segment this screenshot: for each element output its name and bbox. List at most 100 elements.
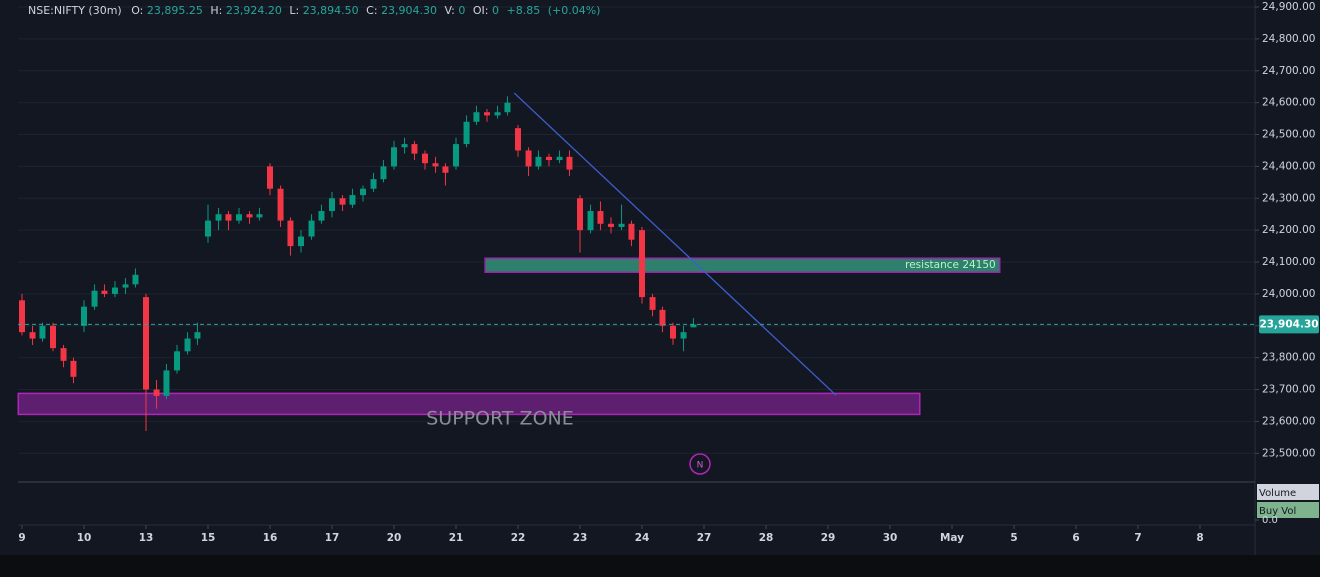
o-label: O: <box>131 4 143 17</box>
x-tick-label: 8 <box>1196 532 1203 544</box>
c-value: 23,904.30 <box>381 4 437 17</box>
candle-body <box>215 214 222 221</box>
legend-volume-box <box>1257 484 1319 500</box>
candle-body <box>639 230 645 298</box>
candle-body <box>391 147 397 167</box>
y-tick-label: 24,700.00 <box>1262 65 1315 77</box>
candle-body <box>132 274 139 285</box>
x-tick-label: 13 <box>139 532 154 544</box>
candle-body <box>91 290 98 307</box>
x-tick-label: May <box>940 532 964 544</box>
y-tick-label: 23,800.00 <box>1262 352 1315 364</box>
bottom-bar <box>0 555 1320 577</box>
candle-body <box>628 223 635 240</box>
candle-body <box>39 325 46 339</box>
candle-body <box>453 144 459 167</box>
candle-body <box>60 348 67 361</box>
x-tick-label: 9 <box>18 532 25 544</box>
h-label: H: <box>210 4 222 17</box>
x-tick-label: 21 <box>449 532 464 544</box>
candle-body <box>256 214 263 218</box>
candle-body <box>246 214 253 218</box>
y-tick-label: 24,000.00 <box>1262 288 1315 300</box>
x-tick-label: 16 <box>263 532 278 544</box>
candle-body <box>525 150 532 167</box>
candle-body <box>680 332 687 339</box>
candle-body <box>225 214 232 221</box>
candle-body <box>608 223 614 227</box>
candle-body <box>473 112 480 122</box>
y-tick-label: 24,900.00 <box>1262 1 1315 13</box>
y-tick-label: 24,100.00 <box>1262 256 1315 268</box>
y-tick-label: 23,600.00 <box>1262 415 1315 427</box>
candle-body <box>101 290 108 294</box>
header: NSE:NIFTY (30m) O: 23,895.25 H: 23,924.2… <box>28 4 600 17</box>
y-tick-label: 24,400.00 <box>1262 160 1315 172</box>
x-tick-label: 24 <box>635 532 650 544</box>
candle-body <box>277 188 284 221</box>
candle-body <box>546 156 552 161</box>
y-tick-label: 24,800.00 <box>1262 33 1315 45</box>
y-tick-label: 24,200.00 <box>1262 224 1315 236</box>
y-tick-label: 23,700.00 <box>1262 384 1315 396</box>
candle-body <box>463 121 470 145</box>
candle-body <box>670 325 676 339</box>
candle-body <box>329 198 335 212</box>
x-tick-label: 7 <box>1134 532 1141 544</box>
candle-body <box>29 332 36 339</box>
trendline <box>513 92 837 396</box>
candle-body <box>411 144 418 154</box>
candle-body <box>432 163 439 167</box>
legend-buyvol: Buy Vol <box>1259 506 1296 517</box>
candle-body <box>339 198 346 205</box>
candle-body <box>484 112 490 116</box>
candle-body <box>174 351 180 371</box>
x-tick-label: 20 <box>387 532 402 544</box>
candle-body <box>194 332 201 339</box>
candle-body <box>19 300 25 333</box>
candle-body <box>577 198 583 231</box>
candle-body <box>70 360 77 377</box>
candle-body <box>318 211 325 221</box>
last-price-label: 23,904.30 <box>1259 318 1318 330</box>
legend-volume: Volume <box>1259 488 1296 499</box>
oi-value: 0 <box>492 4 499 17</box>
support-label: SUPPORT ZONE <box>426 408 574 430</box>
change-pct: (+0.04%) <box>548 4 601 17</box>
l-label: L: <box>289 4 299 17</box>
h-value: 23,924.20 <box>226 4 282 17</box>
candle-body <box>587 211 594 231</box>
x-tick-label: 15 <box>201 532 216 544</box>
candle-body <box>163 370 170 396</box>
oi-label: OI: <box>473 4 489 17</box>
volume-tick-label: 0.0 <box>1262 515 1278 526</box>
marker-label: N <box>697 461 704 471</box>
candle-body <box>659 309 666 326</box>
candle-body <box>535 156 542 167</box>
candle-body <box>287 220 294 247</box>
candle-body <box>422 153 428 164</box>
candle-body <box>360 188 366 196</box>
l-value: 23,894.50 <box>303 4 359 17</box>
resistance-zone <box>484 257 1001 273</box>
c-label: C: <box>366 4 377 17</box>
x-tick-label: 5 <box>1010 532 1017 544</box>
support-zone <box>17 392 921 416</box>
v-label: V: <box>445 4 455 17</box>
candle-body <box>566 156 573 170</box>
candle-body <box>494 112 501 116</box>
v-value: 0 <box>458 4 465 17</box>
x-tick-label: 22 <box>511 532 526 544</box>
candle-body <box>370 179 377 189</box>
x-tick-label: 17 <box>325 532 340 544</box>
y-tick-label: 23,500.00 <box>1262 447 1315 459</box>
candle-body <box>401 144 408 148</box>
candle-body <box>81 306 87 326</box>
candle-body <box>597 211 604 224</box>
x-tick-label: 23 <box>573 532 588 544</box>
y-tick-label: 24,600.00 <box>1262 97 1315 109</box>
candle-body <box>649 297 656 310</box>
candle-body <box>308 220 315 237</box>
